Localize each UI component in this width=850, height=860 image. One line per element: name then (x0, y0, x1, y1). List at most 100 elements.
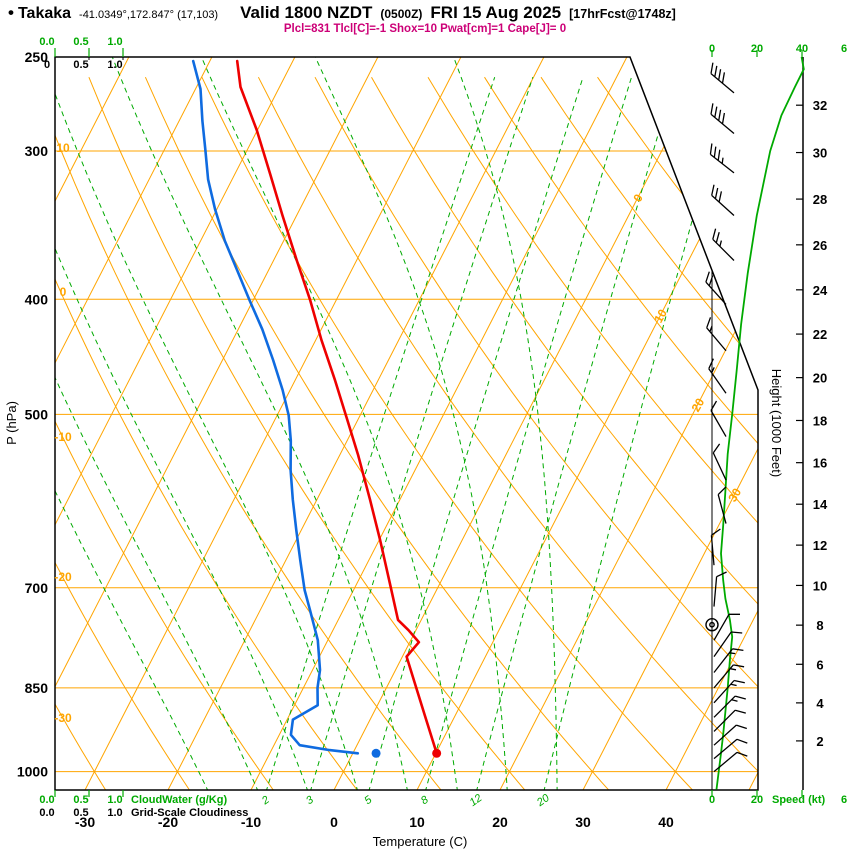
dry-adiabat-label: 0 (60, 285, 67, 299)
speed-end-tick: 6 (841, 43, 847, 55)
temperature-tick-label: -20 (158, 814, 178, 830)
plot-frame (54, 56, 759, 791)
wind-barb (713, 724, 748, 746)
isotherm-label: 20 (689, 395, 708, 414)
temperature-tick-label: 30 (575, 814, 591, 830)
height-tick-label: 32 (813, 98, 827, 113)
isotherm-label: 10 (651, 306, 670, 325)
cloudiness-tick: 1.0 (107, 59, 122, 71)
station-bullet: • (8, 3, 14, 22)
height-tick-label: 26 (813, 238, 827, 253)
height-tick-label: 10 (813, 578, 827, 593)
wind-barb (713, 679, 745, 704)
pressure-tick-label: 400 (25, 291, 49, 307)
wind-barb (711, 184, 735, 216)
temperature-tick-label: 20 (492, 814, 508, 830)
height-tick-label: 6 (816, 657, 823, 672)
speed-tick: 0 (709, 43, 715, 55)
dry-adiabat-label: -10 (54, 430, 72, 444)
height-tick-label: 20 (813, 371, 827, 386)
pressure-tick-label: 250 (25, 49, 49, 65)
wind-barb (709, 143, 735, 174)
pressure-axis-title: P (hPa) (4, 401, 19, 445)
speed-tick: 40 (796, 43, 808, 55)
chart-title-line: • Takaka -41.0349°,172.847° (17,103) Val… (8, 3, 676, 23)
indices-line: Plcl=831 Tlcl[C]=-1 Shox=10 Pwat[cm]=1 C… (283, 23, 567, 35)
cloudwater-tick: 1.0 (107, 36, 122, 48)
wind-barb (710, 400, 727, 437)
cloudwater-label: CloudWater (g/Kg) (131, 794, 227, 806)
cloudiness-tick: 0.0 (39, 807, 54, 819)
dewpoint-curve (191, 59, 360, 755)
level-marker (705, 618, 719, 632)
cloudiness-tick: 0.5 (73, 59, 88, 71)
cloudiness-tick: 0 (44, 59, 50, 71)
speed-end-tick: 6 (841, 794, 847, 806)
temperature-curve (235, 59, 439, 755)
height-tick-label: 8 (816, 618, 823, 633)
temperature-tick-label: 40 (658, 814, 674, 830)
mixing-ratio-label: 8 (419, 793, 432, 807)
speed-tick: 0 (709, 794, 715, 806)
mixing-ratio-label: 20 (534, 792, 552, 810)
wind-barb (708, 358, 727, 394)
speed-tick: 20 (751, 43, 763, 55)
temperature-axis-title: Temperature (C) (373, 834, 468, 849)
wind-barb (713, 695, 746, 718)
cloudwater-tick: 1.0 (107, 794, 122, 806)
cloudiness-tick: 0.5 (73, 807, 88, 819)
wind-barb (712, 443, 727, 481)
wind-barb (713, 613, 740, 641)
wind-barb (713, 648, 744, 673)
dry-adiabat-label: -20 (54, 570, 72, 584)
valid-time: Valid 1800 NZDT (240, 3, 373, 22)
moist-grid (55, 57, 733, 790)
forecast-info: [17hrFcst@1748z] (569, 7, 676, 21)
height-tick-label: 16 (813, 456, 827, 471)
height-tick-label: 14 (813, 497, 828, 512)
valid-date: FRI 15 Aug 2025 (430, 3, 562, 22)
dry-adiabat-label: 10 (56, 141, 70, 155)
height-tick-label: 24 (813, 283, 828, 298)
cloudiness-tick: 1.0 (107, 807, 122, 819)
scale-labels: 0.0 0.5 1.0 0 0.5 1.0 0.0 0.5 1.0 CloudWater (g/K… (39, 36, 847, 819)
isotherm-label: 30 (725, 485, 744, 504)
speed-tick: 20 (751, 794, 763, 806)
temperature-tick-label: 0 (330, 814, 338, 830)
surface-temperature-dot (432, 748, 442, 758)
mixing-ratio-label: 5 (362, 793, 375, 807)
mixing-ratio-label: 12 (467, 792, 484, 809)
dry-adiabat-label: -30 (54, 711, 72, 725)
wind-speed-curve (715, 56, 805, 790)
height-tick-label: 4 (816, 696, 824, 711)
wind-barb (705, 271, 727, 305)
station-name: Takaka (17, 5, 72, 22)
wind-barb (710, 103, 735, 135)
height-tick-label: 18 (813, 413, 827, 428)
height-tick-label: 22 (813, 327, 827, 342)
mixing-ratio-label: 2 (259, 794, 272, 808)
isotherm-label: 0 (630, 191, 646, 204)
pressure-tick-label: 500 (25, 406, 49, 422)
height-tick-label: 28 (813, 192, 827, 207)
pressure-tick-label: 1000 (17, 764, 48, 780)
cloudwater-tick: 0.0 (39, 36, 54, 48)
wind-barb (713, 631, 743, 657)
surface-dewpoint-dot (371, 748, 381, 758)
wind-barb (713, 709, 746, 732)
temperature-tick-label: -30 (75, 814, 95, 830)
height-tick-label: 30 (813, 146, 827, 161)
temperature-tick-label: 10 (409, 814, 425, 830)
mixing-ratio-label: 3 (304, 793, 317, 807)
speed-axis-title: Speed (kt) (772, 794, 826, 806)
pressure-tick-label: 700 (25, 580, 49, 596)
wind-barb (713, 751, 748, 773)
wind-barb (713, 664, 745, 689)
pressure-tick-label: 850 (25, 680, 49, 696)
level-marker-inner (709, 621, 715, 628)
wind-barb (713, 738, 748, 760)
height-axis-title: Height (1000 Feet) (769, 369, 784, 477)
